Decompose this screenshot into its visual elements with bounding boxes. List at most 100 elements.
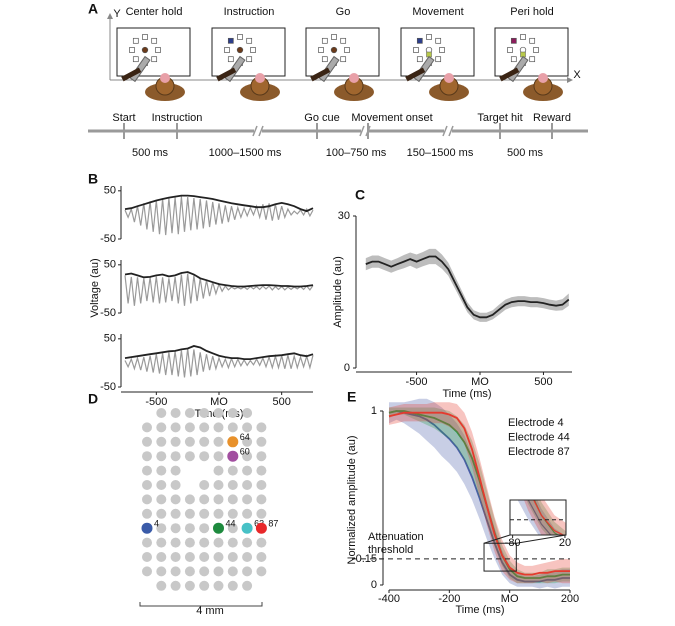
electrode bbox=[156, 523, 167, 534]
series-line bbox=[388, 411, 570, 576]
scale-bar bbox=[139, 602, 263, 607]
series-line bbox=[533, 500, 565, 535]
electrode bbox=[242, 494, 253, 505]
electrode bbox=[199, 436, 210, 447]
electrode bbox=[213, 451, 224, 462]
highlighted-electrode bbox=[227, 436, 239, 448]
target bbox=[416, 56, 423, 63]
electrode bbox=[213, 537, 224, 548]
duration-label: 1000–1500 ms bbox=[209, 147, 282, 159]
center-target bbox=[330, 46, 338, 54]
electrode bbox=[256, 451, 267, 462]
target bbox=[344, 47, 350, 53]
target bbox=[132, 37, 139, 44]
electrode bbox=[213, 566, 224, 577]
electrode bbox=[199, 580, 210, 591]
error-band bbox=[365, 248, 569, 322]
y-tick-label: 50 bbox=[104, 185, 116, 197]
electrode bbox=[242, 508, 253, 519]
break-mark bbox=[252, 125, 258, 137]
zoom-connector bbox=[483, 534, 511, 544]
monkey-face bbox=[349, 73, 359, 83]
electrode bbox=[156, 580, 167, 591]
electrode bbox=[142, 422, 152, 433]
manipulandum bbox=[121, 67, 142, 82]
inset-tick-label: -80 bbox=[505, 537, 521, 549]
electrode bbox=[156, 408, 167, 418]
break-gap bbox=[361, 127, 369, 135]
error-band bbox=[523, 500, 566, 535]
electrode bbox=[227, 537, 238, 548]
x-tick-label: -500 bbox=[406, 376, 428, 388]
electrode bbox=[199, 552, 210, 562]
electrode bbox=[156, 494, 167, 505]
envelope bbox=[124, 271, 314, 288]
electrode bbox=[184, 566, 195, 577]
electrode bbox=[142, 552, 152, 562]
electrode bbox=[199, 480, 210, 490]
screen bbox=[211, 27, 286, 77]
target bbox=[340, 37, 347, 44]
electrode bbox=[227, 480, 238, 490]
x-tick-label: 500 bbox=[534, 376, 552, 388]
manipulandum bbox=[216, 67, 237, 82]
electrode bbox=[227, 465, 238, 476]
target bbox=[227, 56, 234, 63]
electrode bbox=[227, 552, 238, 562]
electrode bbox=[170, 465, 181, 476]
electrode bbox=[256, 422, 267, 433]
inset-plot bbox=[510, 500, 566, 535]
highlighted-electrode bbox=[227, 450, 239, 462]
electrode bbox=[256, 537, 267, 548]
highlighted-electrode bbox=[255, 522, 267, 534]
electrode bbox=[199, 508, 210, 519]
electrode bbox=[142, 465, 152, 476]
electrode bbox=[170, 537, 181, 548]
highlighted-electrode bbox=[213, 522, 224, 534]
y-tick-label: 0 bbox=[344, 362, 350, 374]
monkey-face bbox=[444, 73, 454, 83]
highlighted-electrode bbox=[241, 522, 253, 534]
target bbox=[132, 56, 139, 63]
event-label: Go cue bbox=[304, 112, 339, 124]
event-label: Reward bbox=[533, 112, 571, 124]
electrode-label: 4 bbox=[154, 519, 159, 529]
electrode bbox=[184, 508, 195, 519]
target bbox=[426, 34, 432, 40]
monkey-face bbox=[255, 73, 265, 83]
electrode bbox=[213, 408, 224, 418]
epoch-title: Center hold bbox=[126, 6, 183, 18]
electrode bbox=[184, 580, 195, 591]
y-tick-label: 50 bbox=[104, 333, 116, 345]
target bbox=[227, 37, 234, 44]
target bbox=[237, 34, 243, 40]
target bbox=[529, 56, 536, 63]
epoch-title: Movement bbox=[412, 6, 463, 18]
manipulandum bbox=[499, 67, 520, 82]
electrode bbox=[142, 508, 152, 519]
electrode bbox=[213, 480, 224, 490]
screen bbox=[494, 27, 569, 77]
target bbox=[533, 47, 539, 53]
threshold-label: Attenuation bbox=[368, 531, 424, 543]
electrode bbox=[213, 465, 224, 476]
x-axis-label: Time (ms) bbox=[442, 388, 491, 400]
target bbox=[510, 56, 517, 63]
electrode bbox=[256, 480, 267, 490]
electrode bbox=[170, 508, 181, 519]
electrode bbox=[142, 451, 152, 462]
target bbox=[331, 34, 337, 40]
panel-label: B bbox=[88, 171, 98, 187]
monkey-face bbox=[538, 73, 548, 83]
electrode bbox=[184, 494, 195, 505]
target bbox=[224, 47, 230, 53]
electrode bbox=[242, 451, 253, 462]
electrode bbox=[184, 451, 195, 462]
electrode bbox=[170, 480, 181, 490]
electrode bbox=[170, 566, 181, 577]
electrode bbox=[142, 480, 152, 490]
target bbox=[510, 37, 517, 44]
electrode bbox=[156, 422, 167, 433]
screen bbox=[400, 27, 475, 77]
axis-label: X bbox=[573, 69, 581, 81]
